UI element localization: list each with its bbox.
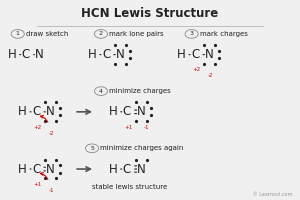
- Text: N: N: [46, 163, 55, 176]
- Text: 1: 1: [16, 31, 20, 36]
- Text: minimize charges: minimize charges: [109, 88, 171, 94]
- Text: C: C: [32, 163, 40, 176]
- Text: H: H: [177, 48, 186, 61]
- Text: N: N: [137, 105, 146, 118]
- Text: H: H: [18, 163, 27, 176]
- Text: +2: +2: [193, 67, 201, 72]
- Text: N: N: [116, 48, 125, 61]
- Text: 4: 4: [99, 89, 103, 94]
- Text: © Learnool.com: © Learnool.com: [253, 192, 293, 197]
- Text: C: C: [32, 105, 40, 118]
- Text: N: N: [137, 163, 146, 176]
- Text: H: H: [18, 105, 27, 118]
- Text: -2: -2: [208, 73, 214, 78]
- Text: -1: -1: [143, 125, 149, 130]
- Text: minimize charges again: minimize charges again: [100, 145, 184, 151]
- Text: N: N: [46, 105, 55, 118]
- Text: H: H: [8, 48, 16, 61]
- Text: stable lewis structure: stable lewis structure: [92, 184, 167, 190]
- Text: 5: 5: [90, 146, 94, 151]
- Text: C: C: [123, 105, 131, 118]
- Text: H: H: [109, 105, 117, 118]
- Text: C: C: [102, 48, 110, 61]
- Text: HCN Lewis Structure: HCN Lewis Structure: [81, 7, 219, 20]
- Text: mark lone pairs: mark lone pairs: [109, 31, 164, 37]
- Text: mark charges: mark charges: [200, 31, 248, 37]
- Text: N: N: [35, 48, 44, 61]
- Text: C: C: [123, 163, 131, 176]
- Text: H: H: [88, 48, 96, 61]
- Text: +1: +1: [124, 125, 132, 130]
- Text: H: H: [109, 163, 117, 176]
- Text: draw sketch: draw sketch: [26, 31, 68, 37]
- Text: +1: +1: [34, 182, 42, 187]
- Text: C: C: [22, 48, 30, 61]
- Text: 2: 2: [99, 31, 103, 36]
- Text: +2: +2: [34, 125, 42, 130]
- Text: C: C: [191, 48, 199, 61]
- Text: -2: -2: [49, 131, 55, 136]
- Text: 3: 3: [190, 31, 194, 36]
- Text: N: N: [205, 48, 214, 61]
- Text: -1: -1: [49, 188, 55, 193]
